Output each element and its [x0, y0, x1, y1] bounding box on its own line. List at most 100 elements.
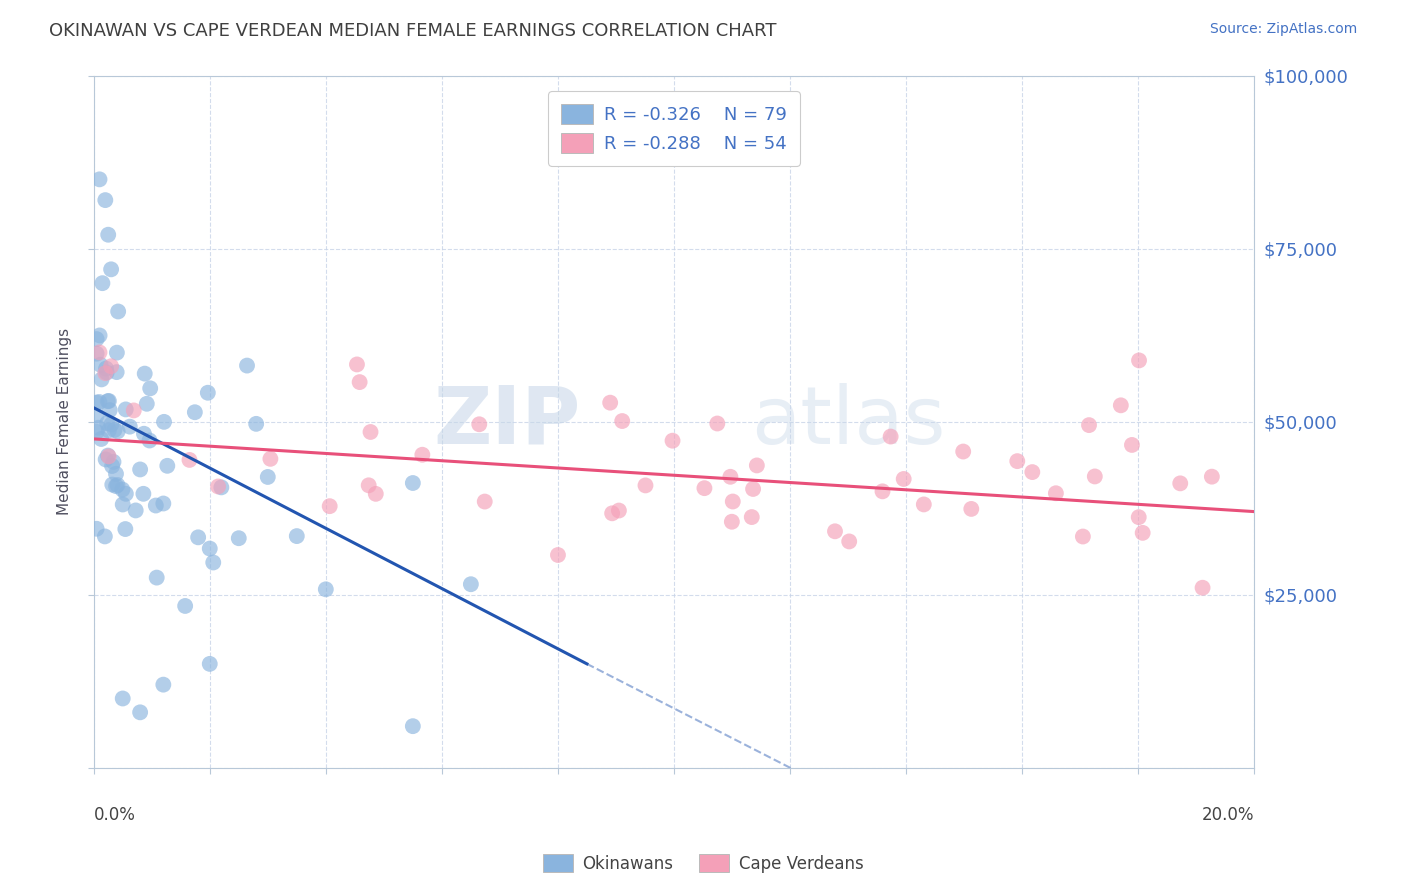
Point	[256, 470, 278, 484]
Point	[824, 524, 846, 539]
Point	[402, 475, 425, 490]
Point	[97, 394, 120, 409]
Point	[259, 451, 281, 466]
Point	[97, 450, 120, 464]
Text: OKINAWAN VS CAPE VERDEAN MEDIAN FEMALE EARNINGS CORRELATION CHART: OKINAWAN VS CAPE VERDEAN MEDIAN FEMALE E…	[49, 22, 776, 40]
Point	[111, 483, 134, 497]
Point	[952, 444, 974, 458]
Point	[153, 415, 176, 429]
Point	[209, 480, 232, 494]
Point	[90, 432, 112, 446]
Y-axis label: Median Female Earnings: Median Female Earnings	[58, 328, 72, 516]
Point	[94, 529, 117, 543]
Point	[114, 522, 136, 536]
Point	[104, 467, 127, 481]
Point	[1021, 465, 1043, 479]
Point	[599, 395, 621, 409]
Text: atlas: atlas	[751, 383, 945, 460]
Point	[474, 494, 496, 508]
Point	[1132, 525, 1154, 540]
Point	[202, 556, 225, 570]
Point	[228, 531, 250, 545]
Point	[468, 417, 491, 432]
Point	[101, 458, 124, 473]
Point	[893, 472, 915, 486]
Point	[100, 359, 122, 374]
Point	[129, 706, 152, 720]
Point	[134, 367, 156, 381]
Point	[547, 548, 569, 562]
Point	[97, 394, 120, 409]
Point	[152, 678, 174, 692]
Point	[103, 455, 125, 469]
Point	[912, 497, 935, 511]
Point	[105, 345, 128, 359]
Point	[838, 534, 860, 549]
Point	[402, 719, 425, 733]
Point	[86, 409, 108, 423]
Point	[89, 345, 111, 359]
Point	[1201, 469, 1223, 483]
Point	[105, 365, 128, 379]
Point	[634, 478, 657, 492]
Point	[706, 417, 728, 431]
Point	[872, 484, 894, 499]
Point	[94, 193, 117, 207]
Point	[1168, 476, 1191, 491]
Point	[145, 571, 167, 585]
Point	[89, 395, 111, 409]
Point	[145, 499, 167, 513]
Point	[152, 496, 174, 510]
Point	[187, 530, 209, 544]
Point	[741, 510, 763, 524]
Point	[1007, 454, 1029, 468]
Point	[87, 421, 110, 435]
Point	[90, 372, 112, 386]
Point	[138, 434, 160, 448]
Point	[101, 477, 124, 491]
Point	[125, 503, 148, 517]
Legend: R = -0.326    N = 79, R = -0.288    N = 54: R = -0.326 N = 79, R = -0.288 N = 54	[548, 92, 800, 166]
Point	[207, 479, 229, 493]
Point	[600, 506, 623, 520]
Point	[285, 529, 308, 543]
Text: ZIP: ZIP	[434, 383, 581, 460]
Point	[122, 403, 145, 417]
Point	[1191, 581, 1213, 595]
Point	[349, 375, 371, 389]
Point	[100, 262, 122, 277]
Point	[98, 403, 121, 417]
Point	[411, 448, 433, 462]
Point	[745, 458, 768, 473]
Point	[1071, 529, 1094, 543]
Point	[197, 385, 219, 400]
Point	[460, 577, 482, 591]
Point	[184, 405, 207, 419]
Point	[721, 494, 744, 508]
Point	[1045, 486, 1067, 500]
Point	[1084, 469, 1107, 483]
Point	[94, 452, 117, 467]
Point	[100, 417, 122, 432]
Point	[346, 358, 368, 372]
Point	[89, 358, 111, 372]
Point	[86, 332, 108, 346]
Point	[132, 426, 155, 441]
Point	[315, 582, 337, 597]
Point	[198, 541, 221, 556]
Point	[139, 381, 162, 395]
Point	[129, 462, 152, 476]
Point	[693, 481, 716, 495]
Legend: Okinawans, Cape Verdeans: Okinawans, Cape Verdeans	[536, 847, 870, 880]
Point	[132, 487, 155, 501]
Point	[156, 458, 179, 473]
Point	[742, 482, 765, 496]
Point	[118, 419, 141, 434]
Point	[114, 402, 136, 417]
Point	[960, 502, 983, 516]
Point	[357, 478, 380, 492]
Point	[115, 487, 138, 501]
Point	[661, 434, 683, 448]
Point	[94, 366, 117, 380]
Text: 0.0%: 0.0%	[94, 805, 135, 824]
